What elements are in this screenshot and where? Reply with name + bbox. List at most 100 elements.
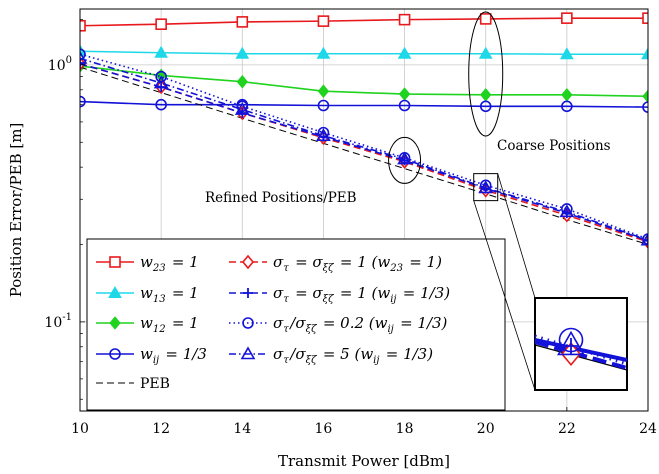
circle-marker	[109, 348, 121, 360]
series-line	[80, 65, 648, 98]
series-line	[80, 100, 648, 108]
axis-ticks: 10 12 14 16 18 20 22 24 100 10-1	[44, 19, 657, 437]
inset-connector	[497, 173, 536, 299]
circle-marker	[398, 99, 411, 112]
legend-label: στ = σξζ = 1 (wij = 1/3)	[273, 284, 450, 305]
square-marker	[479, 13, 492, 25]
x-tick-label: 16	[315, 421, 333, 437]
circle-marker	[561, 203, 573, 215]
plus-marker	[243, 288, 253, 298]
triangle-open-marker	[316, 128, 331, 142]
square-marker	[561, 12, 573, 24]
circle-marker	[242, 317, 254, 329]
x-tick-label: 12	[152, 421, 170, 437]
triangle-marker	[154, 45, 169, 58]
circle-marker	[479, 179, 492, 192]
square-marker	[109, 256, 121, 268]
circle-marker	[642, 101, 648, 113]
y-tick-label: 10-1	[44, 312, 72, 331]
series-8	[80, 50, 648, 246]
series-line	[80, 66, 648, 245]
triangle-marker	[235, 46, 250, 59]
legend-label: στ = σξζ = 1 (w23 = 1)	[273, 253, 442, 274]
plus-marker	[563, 338, 579, 354]
zoom-box	[473, 173, 499, 202]
x-tick-label: 18	[396, 421, 414, 437]
series-line	[80, 57, 648, 241]
diamond-marker	[236, 74, 248, 89]
diamond-marker	[480, 88, 492, 102]
series-line	[80, 53, 648, 240]
inset-peb-line	[535, 344, 627, 371]
diamond-marker	[561, 88, 573, 102]
plus-marker	[80, 58, 85, 69]
y-tick-label: 100	[48, 55, 72, 74]
triangle-open-marker	[153, 75, 169, 89]
series-7	[80, 48, 648, 245]
diamond-marker	[642, 89, 648, 104]
triangle-open-marker	[557, 330, 585, 356]
x-axis-label: Transmit Power [dBm]	[278, 452, 450, 470]
triangle-marker	[316, 46, 331, 59]
x-tick-label: 10	[71, 421, 89, 437]
series-0	[80, 12, 648, 32]
triangle-open-marker	[80, 50, 88, 64]
square-marker	[642, 12, 648, 24]
legend-label: w13 = 1	[140, 284, 199, 305]
legend: w23 = 1 w13 = 1 w12 = 1 wij = 1/3 PEB στ = σξ…	[86, 238, 506, 411]
triangle-open-marker	[234, 101, 250, 115]
square-marker	[155, 18, 167, 30]
x-tick-label: 24	[639, 421, 657, 437]
legend-label: στ /σξζ = 5 (wij = 1/3)	[273, 345, 433, 366]
series-line	[80, 50, 648, 56]
diamond-marker	[398, 87, 411, 101]
legend-label: w23 = 1	[140, 253, 199, 274]
refined-ellipse	[388, 136, 422, 184]
circle-marker	[155, 70, 167, 83]
circle-marker	[317, 99, 330, 112]
triangle-open-marker	[478, 180, 494, 194]
circle-marker	[236, 100, 249, 113]
legend-label: w12 = 1	[140, 314, 199, 335]
x-tick-label: 22	[558, 421, 576, 437]
annotation-refined-positions: Refined Positions/PEB	[205, 190, 357, 206]
triangle-marker	[641, 47, 648, 60]
series-4	[80, 66, 648, 245]
triangle-marker	[108, 285, 122, 298]
circle-marker	[80, 95, 86, 108]
triangle-marker	[397, 46, 412, 59]
diamond-marker	[109, 316, 121, 330]
legend-label: στ /σξζ = 0.2 (wij = 1/3)	[273, 314, 448, 335]
series-layer	[80, 12, 648, 250]
diamond-marker	[317, 84, 330, 98]
series-line	[80, 63, 648, 242]
coarse-ellipse	[468, 11, 504, 137]
legend-label: wij = 1/3	[140, 345, 207, 366]
circle-marker	[479, 100, 492, 113]
triangle-marker	[478, 46, 493, 59]
triangle-open-marker	[240, 346, 256, 360]
square-marker	[236, 16, 249, 28]
diamond-open-marker	[241, 254, 255, 270]
circle-marker	[317, 126, 330, 139]
circle-marker	[155, 98, 167, 111]
y-axis-label: Position Error/PEB [m]	[7, 123, 25, 298]
triangle-open-marker	[640, 232, 648, 246]
plot-frame	[79, 8, 649, 412]
square-marker	[80, 19, 86, 32]
series-line	[80, 63, 648, 243]
legend-box	[86, 238, 506, 411]
inset-content	[535, 327, 627, 371]
annotation-coarse-positions: Coarse Positions	[497, 138, 611, 154]
series-line	[80, 17, 648, 27]
inset-connector	[473, 200, 536, 391]
square-marker	[317, 15, 330, 27]
triangle-marker	[559, 47, 574, 60]
x-tick-label: 20	[477, 421, 495, 437]
legend-label: PEB	[140, 376, 170, 392]
triangle-open-marker	[559, 204, 575, 218]
circle-marker	[80, 48, 86, 61]
annotations: Coarse Positions Refined Positions/PEB	[205, 11, 611, 206]
x-tick-label: 14	[233, 421, 251, 437]
